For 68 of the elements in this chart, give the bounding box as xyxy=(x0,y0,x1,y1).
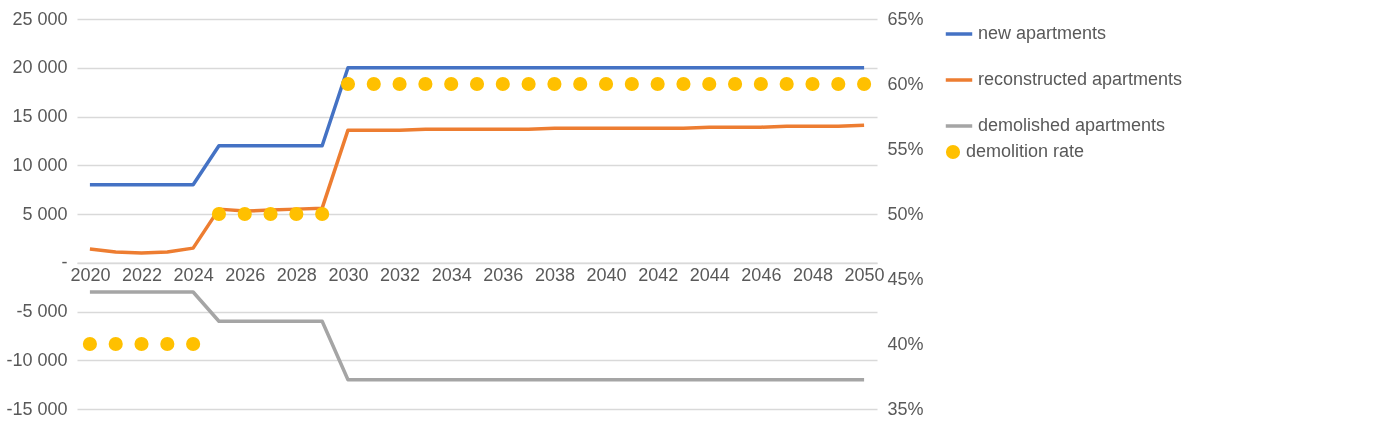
x-tick-label: 2040 xyxy=(586,265,627,286)
x-tick-label: 2048 xyxy=(792,265,834,286)
y2-tick-label: 40% xyxy=(887,333,924,354)
point xyxy=(392,76,407,92)
x-tick-label: 2042 xyxy=(638,265,679,286)
y-tick-label: 20 000 xyxy=(12,57,68,78)
y2-tick-label: 45% xyxy=(887,268,924,289)
point xyxy=(444,76,459,92)
y-tick-label: - xyxy=(61,252,68,273)
point xyxy=(315,206,330,222)
point xyxy=(82,336,97,352)
point xyxy=(289,206,304,222)
point xyxy=(237,206,252,222)
point xyxy=(857,76,872,92)
x-tick-label: 2030 xyxy=(328,265,369,286)
point xyxy=(831,76,846,92)
point xyxy=(702,76,717,92)
point xyxy=(186,336,201,352)
legend-label: demolition rate xyxy=(966,141,1085,161)
x-tick-label: 2050 xyxy=(844,265,885,286)
y2-tick-label: 55% xyxy=(887,138,924,159)
point xyxy=(753,76,768,92)
legend-label: reconstructed apartments xyxy=(978,69,1183,89)
x-tick-label: 2044 xyxy=(689,265,730,286)
point xyxy=(676,76,691,92)
point xyxy=(160,336,175,352)
y2-tick-label: 35% xyxy=(887,398,924,419)
y2-tick-label: 60% xyxy=(887,73,924,94)
point xyxy=(418,76,433,92)
x-tick-label: 2024 xyxy=(173,265,214,286)
point xyxy=(366,76,381,92)
x-tick-label: 2020 xyxy=(70,265,111,286)
point xyxy=(805,76,820,92)
x-tick-label: 2032 xyxy=(380,265,421,286)
y-tick-label: 25 000 xyxy=(12,8,68,29)
point xyxy=(108,336,123,352)
point xyxy=(134,336,149,352)
point xyxy=(211,206,227,222)
point xyxy=(727,76,743,92)
y-tick-label: 15 000 xyxy=(12,106,68,126)
x-tick-label: 2046 xyxy=(741,265,782,286)
point xyxy=(624,76,639,92)
legend-label: demolished apartments xyxy=(978,115,1166,135)
point xyxy=(340,76,356,92)
legend-label: new apartments xyxy=(978,23,1107,43)
y2-tick-label: 50% xyxy=(887,203,924,224)
point xyxy=(521,76,536,92)
point xyxy=(573,76,588,92)
x-tick-label: 2026 xyxy=(225,265,266,286)
point xyxy=(650,76,665,92)
line-series xyxy=(88,123,866,255)
x-tick-label: 2022 xyxy=(121,265,163,286)
y-tick-label: -5 000 xyxy=(16,301,68,321)
x-tick-label: 2028 xyxy=(276,265,317,286)
point xyxy=(547,76,562,92)
point xyxy=(263,206,278,222)
point xyxy=(469,76,485,92)
y-tick-label: 5 000 xyxy=(22,203,68,224)
x-tick-label: 2034 xyxy=(431,265,472,286)
y-tick-label: -10 000 xyxy=(6,349,68,370)
point xyxy=(598,76,614,92)
point xyxy=(779,76,794,92)
point xyxy=(495,76,510,92)
x-tick-label: 2036 xyxy=(483,265,524,286)
x-tick-label: 2038 xyxy=(534,265,575,286)
y2-tick-label: 65% xyxy=(887,8,924,29)
y-tick-label: -15 000 xyxy=(6,398,68,419)
y-tick-label: 10 000 xyxy=(12,154,68,175)
